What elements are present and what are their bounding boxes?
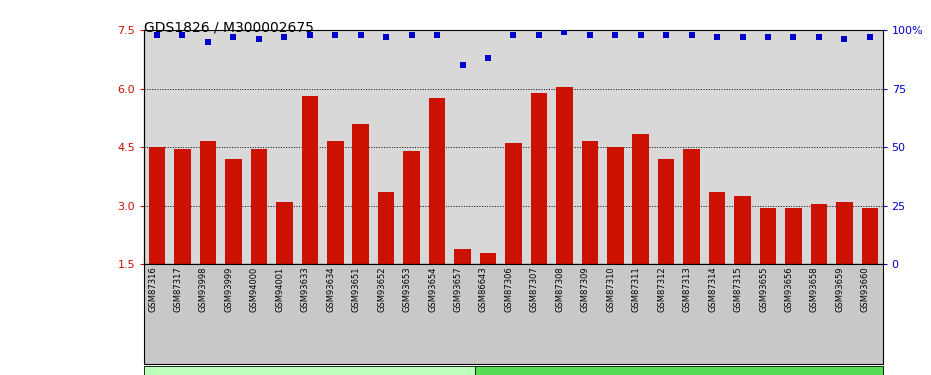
Text: GSM93634: GSM93634 (326, 266, 335, 312)
Point (328, 32, 343, 38)
Point (429, 32, 444, 38)
Bar (174, 149, 191, 264)
Point (837, 36, 852, 42)
Text: GSM86643: GSM86643 (479, 266, 488, 312)
Bar (785, 208, 802, 264)
Point (480, 55, 495, 61)
Text: GSM87314: GSM87314 (708, 266, 717, 312)
Text: GSM93654: GSM93654 (428, 266, 437, 312)
Bar (429, 98, 445, 264)
Point (200, 39, 215, 45)
Point (761, 34, 776, 40)
Text: GSM93658: GSM93658 (810, 266, 819, 312)
Bar (277, 202, 292, 264)
Text: GSM87311: GSM87311 (632, 266, 641, 312)
Point (608, 32, 623, 38)
Text: GSM93999: GSM93999 (224, 266, 234, 312)
Bar (632, 134, 649, 264)
Bar (149, 147, 166, 264)
Bar (607, 147, 624, 264)
Text: GSM93633: GSM93633 (301, 266, 310, 312)
Bar (225, 159, 242, 264)
Bar (353, 124, 369, 264)
Text: GSM87313: GSM87313 (682, 266, 692, 312)
Text: GDS1826 / M300002675: GDS1826 / M300002675 (144, 21, 314, 34)
Point (709, 34, 724, 40)
Bar (531, 93, 547, 264)
Text: GSM87317: GSM87317 (173, 266, 182, 312)
Point (251, 36, 266, 42)
Point (303, 32, 317, 38)
Point (659, 32, 674, 38)
Text: GSM93659: GSM93659 (835, 266, 844, 312)
Bar (199, 141, 216, 264)
Bar (708, 192, 725, 264)
Bar (250, 149, 267, 264)
Text: GSM87307: GSM87307 (530, 266, 539, 312)
Text: GSM93652: GSM93652 (377, 266, 386, 312)
Bar (861, 208, 878, 264)
Text: GSM93657: GSM93657 (453, 266, 463, 312)
Text: GSM87308: GSM87308 (556, 266, 564, 312)
Text: GSM93656: GSM93656 (785, 266, 793, 312)
Bar (454, 249, 471, 264)
Point (226, 34, 241, 40)
Text: GSM93660: GSM93660 (861, 266, 870, 312)
Point (353, 32, 368, 38)
Point (557, 29, 572, 35)
Bar (836, 202, 853, 264)
Point (583, 32, 598, 38)
Bar (683, 149, 700, 264)
Text: GSM87306: GSM87306 (505, 266, 514, 312)
Text: GSM87312: GSM87312 (657, 266, 667, 312)
Bar (658, 159, 674, 264)
Point (786, 34, 801, 40)
Bar (582, 141, 598, 264)
Bar (760, 208, 776, 264)
Point (532, 32, 546, 38)
Point (812, 34, 827, 40)
Point (862, 34, 877, 40)
Point (277, 34, 291, 40)
Point (404, 32, 419, 38)
Bar (327, 141, 344, 264)
Bar (479, 253, 496, 264)
Text: GSM87309: GSM87309 (581, 266, 590, 312)
Point (379, 34, 394, 40)
Bar (302, 96, 318, 264)
Point (633, 32, 648, 38)
Text: GSM94000: GSM94000 (250, 266, 259, 312)
Bar (556, 87, 573, 264)
Point (735, 34, 750, 40)
Text: GSM87310: GSM87310 (606, 266, 615, 312)
Bar (378, 192, 395, 264)
Text: GSM87316: GSM87316 (148, 266, 157, 312)
Bar (811, 204, 828, 264)
Point (175, 32, 190, 38)
Point (506, 32, 520, 38)
Text: GSM93655: GSM93655 (759, 266, 768, 312)
Point (150, 32, 165, 38)
Point (455, 62, 470, 68)
Text: GSM93998: GSM93998 (199, 266, 208, 312)
Text: GSM93651: GSM93651 (352, 266, 360, 312)
Text: GSM87315: GSM87315 (734, 266, 743, 312)
Text: GSM94001: GSM94001 (276, 266, 284, 312)
Bar (735, 196, 750, 264)
Bar (403, 151, 420, 264)
Bar (506, 143, 521, 264)
Text: GSM93653: GSM93653 (402, 266, 412, 312)
Point (684, 32, 699, 38)
